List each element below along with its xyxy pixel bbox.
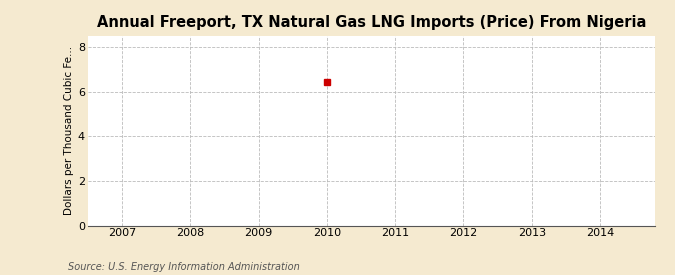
Title: Annual Freeport, TX Natural Gas LNG Imports (Price) From Nigeria: Annual Freeport, TX Natural Gas LNG Impo… <box>97 15 646 31</box>
Text: Source: U.S. Energy Information Administration: Source: U.S. Energy Information Administ… <box>68 262 299 272</box>
Y-axis label: Dollars per Thousand Cubic Fe...: Dollars per Thousand Cubic Fe... <box>63 46 74 215</box>
